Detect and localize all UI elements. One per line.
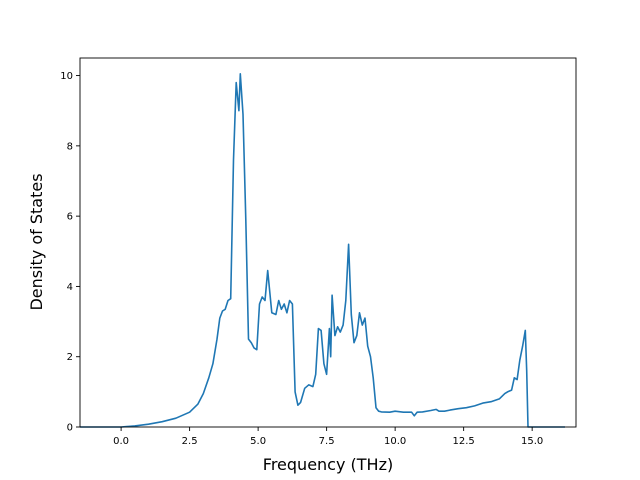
y-tick-label: 6 — [67, 212, 73, 223]
x-tick-label: 7.5 — [319, 436, 335, 447]
x-tick-label: 5.0 — [250, 436, 266, 447]
x-tick-label: 0.0 — [113, 436, 129, 447]
y-tick-label: 10 — [60, 71, 73, 82]
axes-frame — [79, 57, 577, 428]
y-tick-label: 8 — [67, 141, 73, 152]
plot-area — [80, 73, 565, 428]
x-tick-label: 10.0 — [384, 436, 406, 447]
y-axis-label: Density of States — [27, 173, 46, 310]
x-tick-label: 12.5 — [453, 436, 475, 447]
y-tick-label: 4 — [67, 282, 73, 293]
y-tick-label: 0 — [67, 423, 73, 434]
x-tick-label: 15.0 — [521, 436, 543, 447]
y-tick-label: 2 — [67, 352, 73, 363]
dos-line-series-0 — [80, 73, 565, 428]
axes: 0.0 2.5 5.0 7.5 10.0 12.5 15.0 0 2 4 6 8 10 — [60, 57, 577, 447]
x-axis-label: Frequency (THz) — [263, 455, 393, 474]
x-tick-label: 2.5 — [182, 436, 198, 447]
